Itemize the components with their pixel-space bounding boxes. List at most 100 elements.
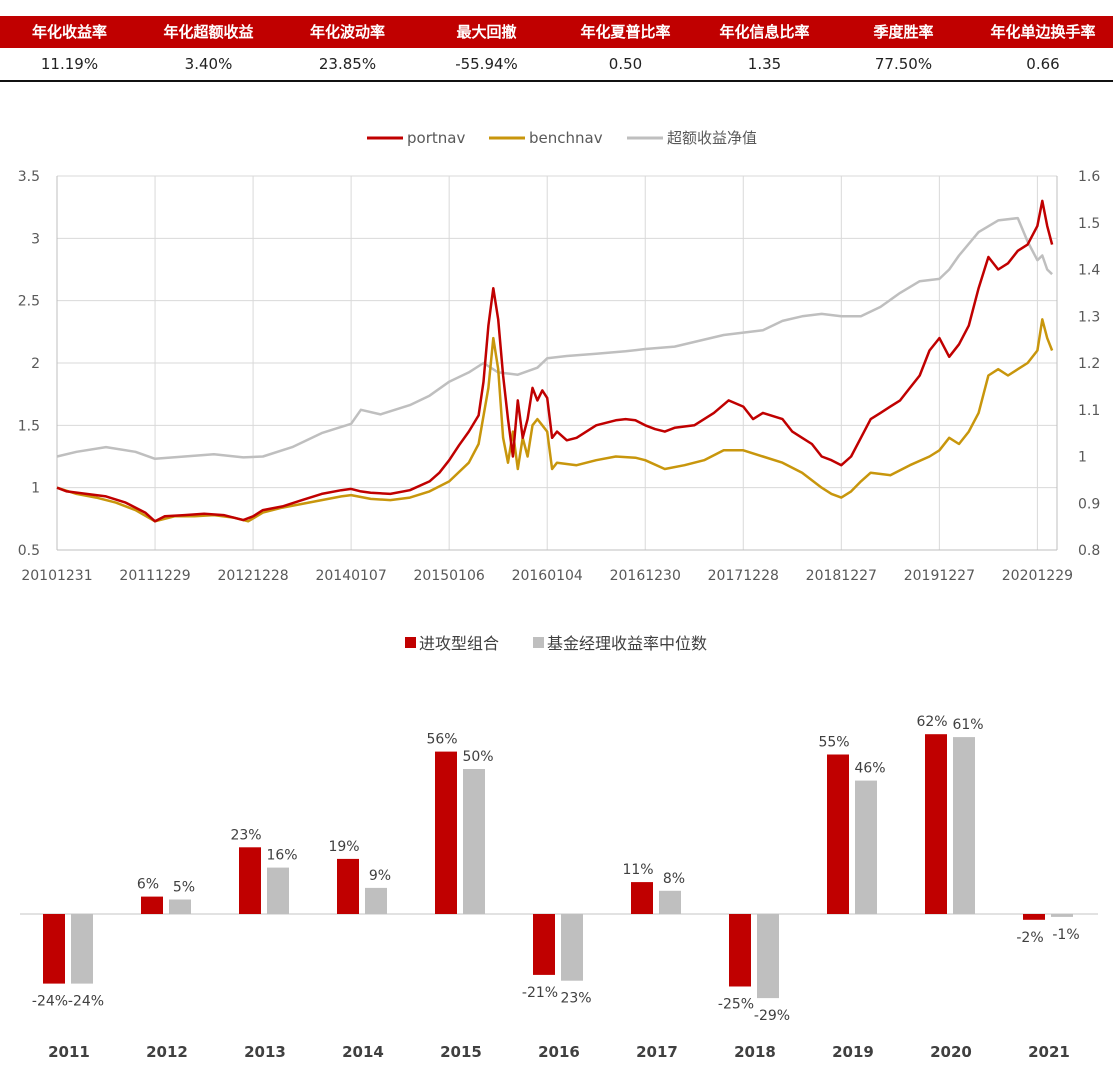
stats-header-sharpe: 年化夏普比率	[580, 23, 671, 41]
legend-label: portnav	[407, 129, 465, 147]
y-left-tick-label: 3	[31, 231, 40, 247]
stats-header-annual-return: 年化收益率	[31, 23, 107, 41]
legend-label: 基金经理收益率中位数	[547, 634, 707, 653]
x-category-label: 2021	[1028, 1043, 1070, 1061]
y-right-tick-label: 1.1	[1078, 403, 1100, 419]
bar-data-label: -25%	[718, 997, 754, 1013]
bar-median	[953, 737, 975, 914]
series-line-excess-nav	[56, 216, 1053, 461]
stats-value-annual-return: 11.19%	[40, 55, 99, 73]
x-category-label: 2016	[538, 1043, 580, 1061]
bar-portfolio	[141, 896, 163, 914]
bar-median	[365, 887, 387, 914]
y-right-tick-label: 1	[1078, 450, 1087, 466]
bar-data-label: 9%	[369, 868, 391, 884]
y-right-tick-label: 0.9	[1078, 496, 1100, 512]
bar-data-label: 11%	[622, 862, 653, 878]
legend-swatch	[533, 637, 544, 648]
bar-portfolio	[533, 914, 555, 975]
bar-portfolio	[631, 882, 653, 914]
stats-header-info-ratio: 年化信息比率	[719, 23, 810, 41]
y-right-tick-label: 1.5	[1078, 216, 1100, 232]
bar-portfolio	[435, 751, 457, 914]
y-left-tick-label: 0.5	[18, 543, 40, 559]
y-right-tick-label: 0.8	[1078, 543, 1100, 559]
bar-data-label: 5%	[173, 880, 195, 896]
x-tick-label: 20111229	[119, 568, 190, 584]
stats-value-excess-return: 3.40%	[184, 55, 233, 73]
x-category-label: 2018	[734, 1043, 776, 1061]
bar-data-label: 61%	[952, 717, 983, 733]
stats-table: 年化收益率 年化超额收益 年化波动率 最大回撤 年化夏普比率 年化信息比率 季度…	[0, 16, 1113, 82]
stats-value-win-rate: 77.50%	[874, 55, 933, 73]
bar-data-label: -21%	[522, 985, 558, 1001]
x-tick-label: 20150106	[414, 568, 485, 584]
bar-median	[463, 769, 485, 914]
y-left-tick-label: 3.5	[18, 169, 40, 185]
x-category-label: 2017	[636, 1043, 678, 1061]
bar-data-label: 50%	[462, 749, 493, 765]
stats-header-win-rate: 季度胜率	[873, 23, 934, 41]
legend-label: 超额收益净值	[667, 129, 757, 147]
bar-data-label: -29%	[754, 1008, 790, 1024]
annual-return-bar-chart: -24% -24% 2011 6% 5% 2012 23% 16% 2013 19% 9% 2014 5…	[20, 634, 1098, 1061]
x-tick-label: 20191227	[904, 568, 975, 584]
y-left-tick-label: 1.5	[18, 418, 40, 434]
stats-header-row: 年化收益率 年化超额收益 年化波动率 最大回撤 年化夏普比率 年化信息比率 季度…	[0, 16, 1113, 48]
x-category-label: 2020	[930, 1043, 972, 1061]
bar-portfolio	[827, 754, 849, 914]
bar-data-label: 19%	[328, 839, 359, 855]
bar-median	[267, 867, 289, 914]
x-category-label: 2011	[48, 1043, 90, 1061]
y-right-tick-label: 1.2	[1078, 356, 1100, 372]
y-left-tick-label: 2	[31, 356, 40, 372]
x-tick-label: 20201229	[1002, 568, 1073, 584]
stats-header-turnover: 年化单边换手率	[990, 23, 1096, 41]
stats-header-excess-return: 年化超额收益	[163, 23, 254, 41]
bar-data-label: 23%	[230, 827, 261, 843]
y-right-tick-label: 1.6	[1078, 169, 1100, 185]
legend-swatch	[405, 637, 416, 648]
x-category-label: 2015	[440, 1043, 482, 1061]
bar-data-label: 55%	[818, 735, 849, 751]
x-tick-label: 20121228	[217, 568, 288, 584]
bar-data-label: 6%	[137, 877, 159, 893]
y-right-tick-label: 1.4	[1078, 263, 1100, 279]
stats-value-sharpe: 0.50	[608, 55, 643, 73]
bar-median	[169, 899, 191, 914]
bar-data-label: -24%	[32, 994, 68, 1010]
stats-value-info-ratio: 1.35	[747, 55, 782, 73]
x-category-label: 2013	[244, 1043, 286, 1061]
x-tick-label: 20161230	[610, 568, 681, 584]
y-left-tick-label: 2.5	[18, 294, 40, 310]
stats-value-row: 11.19% 3.40% 23.85% -55.94% 0.50 1.35 77…	[0, 48, 1113, 82]
bar-median	[855, 780, 877, 914]
y-right-tick-label: 1.3	[1078, 309, 1100, 325]
bar-data-label: 8%	[663, 871, 685, 887]
bar-median	[1051, 914, 1073, 917]
x-category-label: 2012	[146, 1043, 188, 1061]
series-line-benchnav	[56, 318, 1054, 523]
x-tick-label: 20140107	[315, 568, 386, 584]
bar-data-label: 23%	[560, 991, 591, 1007]
x-category-label: 2019	[832, 1043, 874, 1061]
stats-value-turnover: 0.66	[1026, 55, 1060, 73]
bar-portfolio	[337, 858, 359, 914]
bar-portfolio	[43, 914, 65, 984]
bar-portfolio	[1023, 914, 1045, 920]
stats-header-volatility: 年化波动率	[309, 23, 385, 41]
x-tick-label: 20101231	[21, 568, 92, 584]
x-tick-label: 20160104	[512, 568, 583, 584]
bar-data-label: -24%	[68, 994, 104, 1010]
bar-portfolio	[239, 847, 261, 914]
stats-value-max-drawdown: -55.94%	[455, 55, 518, 73]
bar-median	[71, 914, 93, 984]
y-left-tick-label: 1	[31, 481, 40, 497]
bar-data-label: 62%	[916, 714, 947, 730]
bar-median	[659, 890, 681, 914]
stats-header-max-drawdown: 最大回撤	[456, 23, 517, 41]
x-tick-label: 20171228	[708, 568, 779, 584]
series-line-portnav	[56, 199, 1054, 523]
x-category-label: 2014	[342, 1043, 384, 1061]
stats-value-volatility: 23.85%	[318, 55, 377, 73]
